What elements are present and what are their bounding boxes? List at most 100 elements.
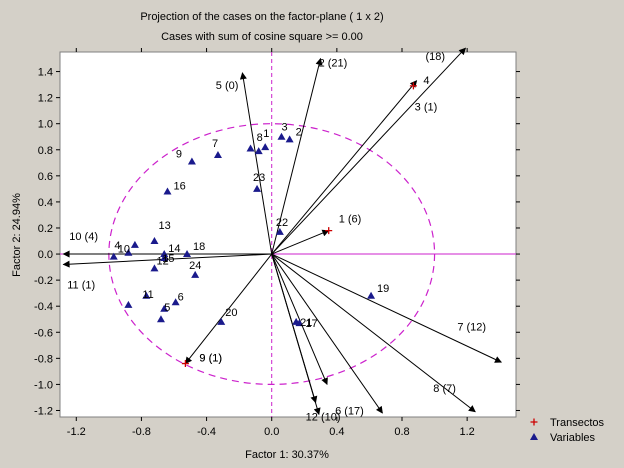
- vector-arrow: [271, 47, 466, 255]
- variable-point: [124, 300, 133, 308]
- y-tick-label: -0.8: [34, 353, 53, 365]
- point-label: 3: [281, 122, 287, 134]
- x-tick-label: 0.0: [264, 426, 279, 438]
- point-label: 2: [296, 126, 302, 138]
- vector-arrow: [239, 72, 273, 255]
- vector-arrow: [271, 253, 476, 413]
- variable-point: [160, 250, 169, 258]
- point-label: 1 (6): [339, 214, 362, 226]
- chart-title: Projection of the cases on the factor-pl…: [140, 11, 383, 23]
- vector-label: (18): [426, 51, 446, 63]
- y-tick-label: 0.6: [38, 171, 53, 183]
- y-tick-label: -1.0: [34, 379, 53, 391]
- vector-arrow: [271, 253, 383, 414]
- point-label: 9: [176, 149, 182, 161]
- vector-arrow: [62, 253, 272, 268]
- vector-label: 8 (7): [433, 383, 456, 395]
- legend-marker-transectos: [530, 418, 538, 426]
- transecto-point: [181, 360, 189, 368]
- transecto-point: [325, 227, 333, 235]
- variable-point: [142, 291, 151, 299]
- variable-point: [160, 253, 169, 261]
- point-label: 15: [162, 253, 174, 265]
- y-tick-label: -0.2: [34, 275, 53, 287]
- variable-point: [254, 147, 263, 155]
- vector-label: 3 (1): [415, 102, 438, 114]
- x-tick-label: -1.2: [67, 426, 86, 438]
- point-label: 5: [164, 302, 170, 314]
- variable-point: [130, 240, 139, 248]
- vector-label: 6 (17): [335, 405, 364, 417]
- y-tick-label: 0.2: [38, 223, 53, 235]
- point-label: 9 (1): [199, 353, 222, 365]
- variable-point: [150, 264, 159, 272]
- vector-label: 5 (0): [216, 80, 239, 92]
- transecto-point: [409, 82, 417, 90]
- point-label: 7: [212, 138, 218, 150]
- vector-label: 7 (12): [457, 321, 486, 333]
- point-label: 19: [377, 283, 389, 295]
- x-tick-label: 0.4: [329, 426, 344, 438]
- point-label: 1: [263, 128, 269, 140]
- variable-point: [367, 291, 376, 299]
- vector-arrow: [184, 253, 273, 365]
- x-tick-label: 0.8: [394, 426, 409, 438]
- variable-point: [163, 187, 172, 195]
- y-tick-label: 0.4: [38, 197, 53, 209]
- point-label: 8: [257, 132, 263, 144]
- point-label: 20: [225, 307, 237, 319]
- point-label: 22: [276, 217, 288, 229]
- vector-label: 10 (4): [69, 231, 98, 243]
- y-tick-label: 1.0: [38, 119, 53, 131]
- variable-point: [261, 143, 270, 151]
- point-label: 23: [253, 172, 265, 184]
- y-tick-label: -0.4: [34, 301, 53, 313]
- variable-point: [285, 135, 294, 143]
- variable-point: [191, 270, 200, 278]
- point-label: 4: [114, 240, 120, 252]
- point-label: 24: [189, 260, 201, 272]
- point-label: 11: [142, 289, 153, 301]
- variable-point: [217, 317, 226, 325]
- point-label: 14: [168, 243, 180, 255]
- vector-label: 2 (21): [319, 58, 348, 70]
- point-label: 17: [305, 318, 317, 330]
- variable-point: [275, 227, 284, 235]
- variable-point: [160, 304, 169, 312]
- variable-point: [124, 248, 133, 256]
- point-label: 13: [158, 220, 170, 232]
- legend-label-variables: Variables: [550, 432, 596, 444]
- vector-label: 9 (1): [199, 353, 222, 365]
- y-tick-label: -0.6: [34, 327, 53, 339]
- point-label: 18: [193, 241, 205, 253]
- variable-point: [187, 157, 196, 165]
- variable-point: [253, 184, 262, 192]
- variable-point: [246, 144, 255, 152]
- variable-point: [171, 298, 180, 306]
- variable-point: [156, 315, 165, 323]
- vector-arrow: [271, 229, 330, 255]
- variable-point: [277, 132, 286, 140]
- y-tick-label: -1.2: [34, 405, 53, 417]
- legend-marker-variables: [530, 433, 538, 440]
- y-tick-label: 1.2: [38, 93, 53, 105]
- y-tick-label: 1.4: [38, 67, 53, 79]
- x-tick-label: 1.2: [459, 426, 474, 438]
- point-label: 16: [173, 180, 185, 192]
- legend-label-transectos: Transectos: [550, 417, 605, 429]
- variable-point: [213, 150, 222, 158]
- variable-point: [150, 237, 159, 245]
- vector-label: 12 (10): [306, 412, 341, 424]
- point-label: 10: [118, 244, 130, 256]
- point-label: 6: [178, 291, 184, 303]
- y-tick-label: 0.0: [38, 249, 53, 261]
- x-tick-label: -0.8: [132, 426, 151, 438]
- y-axis-label: Factor 2: 24.94%: [11, 193, 23, 277]
- vector-label: 11 (1): [67, 279, 95, 291]
- variable-point: [183, 250, 192, 258]
- variable-point: [292, 317, 301, 325]
- vector-arrow: [271, 57, 323, 255]
- vector-arrow: [271, 80, 418, 255]
- point-label: 12: [156, 255, 168, 267]
